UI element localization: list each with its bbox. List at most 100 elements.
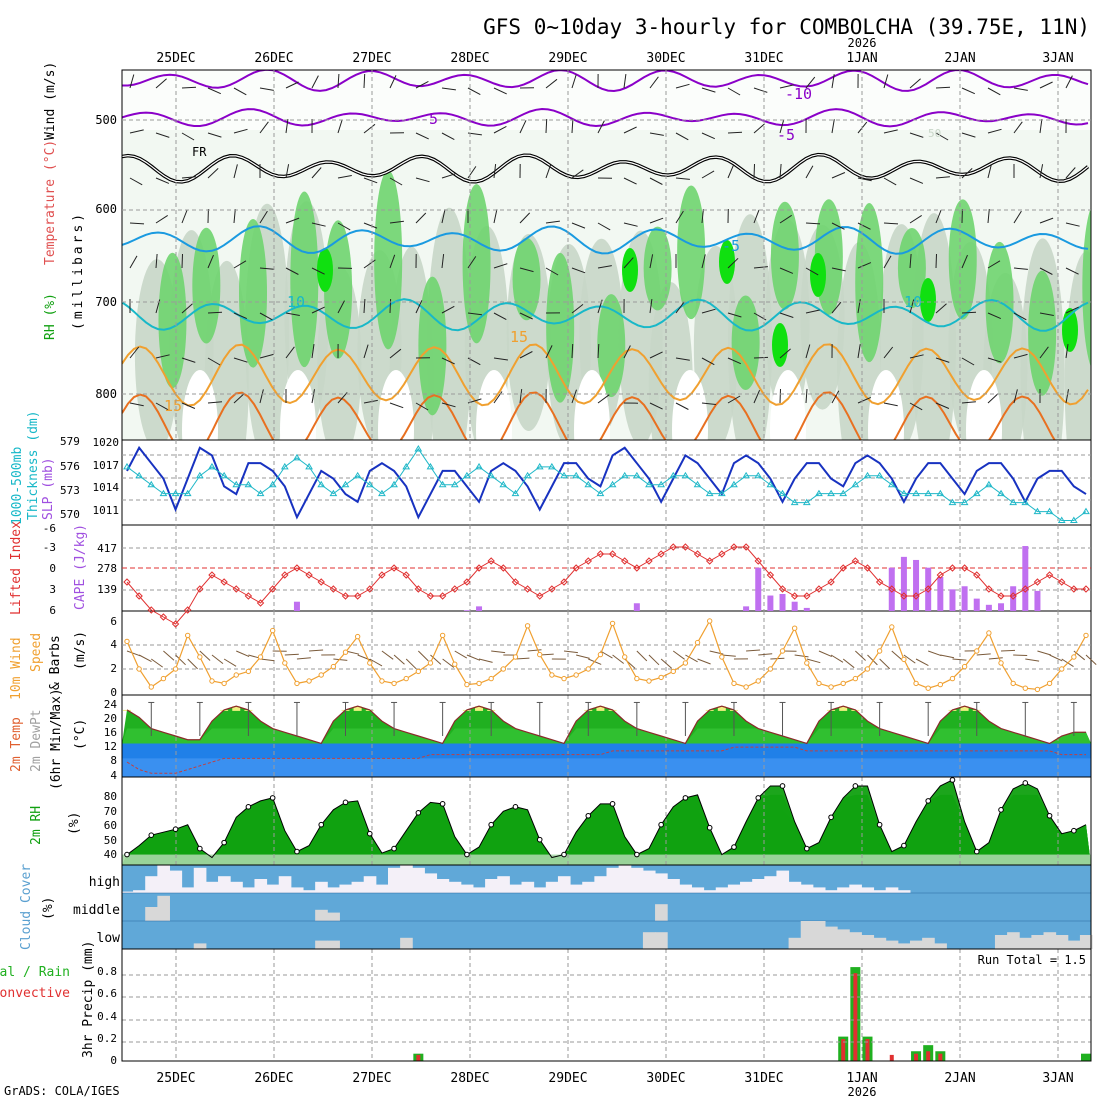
- cloud-high-bar-20: [364, 876, 377, 893]
- cloud-high-bar-58: [825, 890, 838, 893]
- cloud-high-bar-52: [752, 879, 765, 893]
- cloud-high-bar-14: [291, 887, 304, 893]
- upper-ylabel-rh: RH (%): [43, 293, 58, 340]
- rh-point-48: [707, 825, 712, 830]
- wind10-barb-23: [406, 659, 416, 669]
- contour-label-10-a: 10: [287, 293, 305, 311]
- contour-label-minus5-a: -5: [420, 110, 438, 128]
- wind10-barb-71: [989, 658, 1003, 659]
- rh-band-green-14: [771, 202, 799, 310]
- wind10-barb-45: [673, 651, 684, 659]
- rh-point-28: [465, 852, 470, 857]
- cloud-high-bar-31: [497, 876, 510, 893]
- cape-bar-68: [949, 589, 955, 611]
- wind10-speed-point-30: [489, 676, 493, 680]
- wind10-barb-22: [394, 655, 404, 664]
- cape-bar-54: [780, 594, 786, 611]
- temp-tick-8: 8: [110, 754, 117, 767]
- cloud-high-bar-45: [667, 879, 680, 893]
- temp-ylabel-b: 2m DewPt: [29, 709, 44, 772]
- rh-shading: [122, 70, 1100, 524]
- cloud-low-bar-55: [789, 938, 802, 949]
- precip-conv-bar-60: [853, 973, 857, 1061]
- cloud-high-bar-18: [339, 885, 352, 893]
- cloud-high-bar-27: [449, 882, 462, 893]
- rh-point-16: [319, 822, 324, 827]
- precip-tick-06: 0.6: [97, 987, 117, 1000]
- cloud-high-bar-53: [764, 876, 777, 893]
- li-tick-m3: -3: [43, 541, 56, 554]
- cloud-high-bar-60: [849, 885, 862, 893]
- rh-band-green-16: [855, 203, 883, 362]
- cloud-high-bar-63: [886, 887, 899, 893]
- thick-tick-579: 579: [60, 435, 80, 448]
- rh-point-20: [367, 831, 372, 836]
- wind10-speed-point-22: [392, 681, 396, 685]
- wind10-barb-75: [1037, 651, 1050, 655]
- wind-ylabel-c: & Barbs: [48, 635, 63, 690]
- wind-ylabel-b: Speed: [29, 633, 44, 672]
- wind10-speed-point-15: [307, 679, 311, 683]
- thick-tick-573: 573: [60, 484, 80, 497]
- contour-label-rh50: 50: [928, 127, 941, 140]
- contour-label-minus5-b: -5: [777, 126, 795, 144]
- rh-band-green-6: [418, 277, 446, 416]
- wind10-barb-14: [297, 658, 311, 659]
- rh-band-bright-0: [317, 248, 333, 292]
- wind10-speed-point-41: [623, 655, 627, 659]
- upper-ylabel-wind: Wind (m/s): [43, 62, 58, 140]
- rh-low-band: [122, 855, 1091, 865]
- cape-bar-65: [913, 560, 919, 611]
- cape-bar-29: [476, 606, 482, 611]
- rh-point-50: [732, 845, 737, 850]
- footer-credit: GrADS: COLA/IGES: [4, 1084, 120, 1098]
- rh-point-52: [756, 796, 761, 801]
- rh-tick-70: 70: [104, 805, 117, 818]
- cloud-middle-bar-44: [655, 904, 668, 921]
- cloud-high-bar-54: [776, 871, 789, 893]
- date-bottom-8: 2JAN: [944, 1071, 975, 1086]
- wind10-speed-point-70: [975, 649, 979, 653]
- wind10-barb-26: [443, 659, 454, 668]
- cape-bar-53: [767, 596, 773, 611]
- temp-area-lower: [122, 729, 1091, 744]
- cloud-middle-bar-2: [145, 907, 158, 921]
- cloud-middle-bar-3: [157, 896, 170, 921]
- cloud-panel: [121, 865, 1093, 949]
- cloud-high-bar-64: [898, 890, 911, 893]
- precip-ylabel: 3hr Precip (mm): [81, 941, 96, 1058]
- cloud-level-high: high: [89, 875, 120, 890]
- rh-point-64: [902, 843, 907, 848]
- cape-bar-70: [974, 599, 980, 611]
- wind10-barb-55: [795, 655, 809, 657]
- rh-band-green-3: [290, 192, 318, 368]
- wind10-barb-15: [309, 650, 323, 651]
- date-bottom-6: 31DEC: [744, 1071, 783, 1086]
- precip-conv-bar-24: [416, 1055, 420, 1061]
- wind10-barb-11: [261, 659, 275, 661]
- wind10-barb-42: [637, 651, 647, 661]
- wind10-speed-point-27: [453, 662, 457, 666]
- cloud-low-bar-17: [327, 941, 340, 949]
- cloud-high-bar-28: [461, 885, 474, 893]
- cloud-high-bar-37: [570, 885, 583, 893]
- wind10-speed-point-55: [792, 626, 796, 630]
- cloud-low-bar-76: [1044, 932, 1057, 949]
- rh-point-42: [635, 852, 640, 857]
- cloud-high-bar-39: [594, 876, 607, 893]
- cloud-low-bar-59: [837, 929, 850, 949]
- date-top-4: 29DEC: [548, 51, 587, 66]
- wind-barb-239: [572, 344, 573, 358]
- upper-top-fade: [122, 70, 1091, 130]
- cloud-low-bar-64: [898, 943, 911, 949]
- date-bottom-7: 1JAN: [846, 1071, 877, 1086]
- date-bottom-2: 27DEC: [352, 1071, 391, 1086]
- wind10-speed-point-39: [598, 652, 602, 656]
- rh-point-46: [683, 796, 688, 801]
- rh-point-78: [1072, 828, 1077, 833]
- date-top-1: 26DEC: [254, 51, 293, 66]
- thick-ylabel-a: 1000-500mb: [10, 447, 25, 525]
- wind10-speed-point-29: [477, 681, 481, 685]
- temp-tick-4: 4: [110, 769, 117, 782]
- wind10-speed-point-68: [950, 676, 954, 680]
